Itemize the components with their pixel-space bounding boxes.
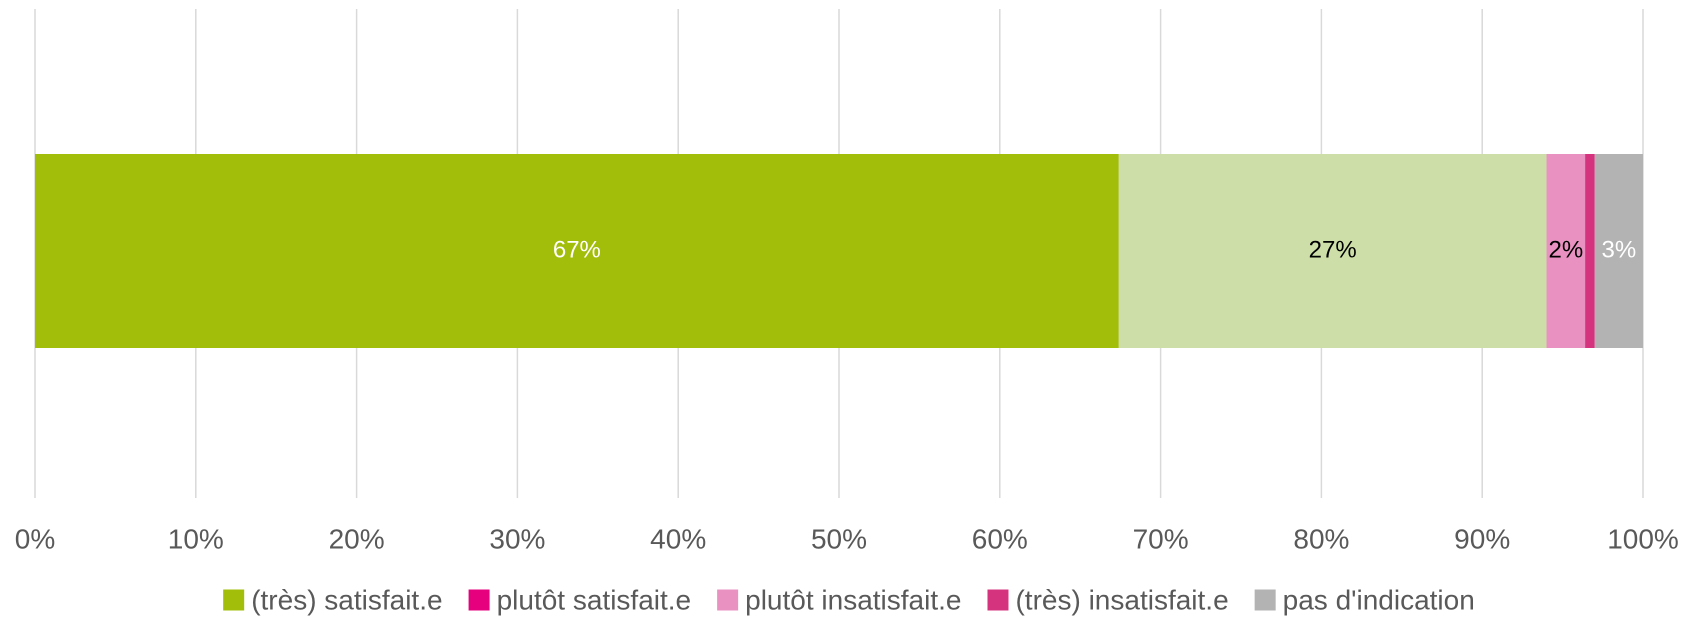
x-tick-label: 90% (1454, 523, 1510, 554)
x-tick-label: 100% (1607, 523, 1679, 554)
legend-swatch (987, 589, 1009, 611)
x-tick-label: 20% (329, 523, 385, 554)
bar-segment (1585, 154, 1595, 348)
x-tick-label: 70% (1133, 523, 1189, 554)
data-label: 27% (1309, 236, 1357, 263)
data-label: 67% (553, 236, 601, 263)
x-tick-label: 50% (811, 523, 867, 554)
x-tick-label: 0% (15, 523, 55, 554)
bar-segment (1594, 154, 1643, 348)
legend-swatch (717, 589, 739, 611)
bar-segment (1118, 154, 1547, 348)
legend-swatch (223, 589, 245, 611)
x-tick-label: 10% (168, 523, 224, 554)
legend-swatch (468, 589, 490, 611)
bar-segment (35, 154, 1119, 348)
legend-label: pas d'indication (1283, 584, 1475, 615)
legend-label: plutôt satisfait.e (497, 584, 692, 615)
x-tick-label: 80% (1293, 523, 1349, 554)
x-tick-label: 60% (972, 523, 1028, 554)
data-label: 2% (1548, 236, 1583, 263)
legend-swatch (1254, 589, 1276, 611)
bar-segment (1546, 154, 1586, 348)
x-tick-label: 30% (489, 523, 545, 554)
x-tick-label: 40% (650, 523, 706, 554)
data-label: 3% (1602, 236, 1637, 263)
legend-label: plutôt insatisfait.e (745, 584, 961, 615)
legend-label: (très) insatisfait.e (1015, 584, 1228, 615)
legend-label: (très) satisfait.e (251, 584, 442, 615)
